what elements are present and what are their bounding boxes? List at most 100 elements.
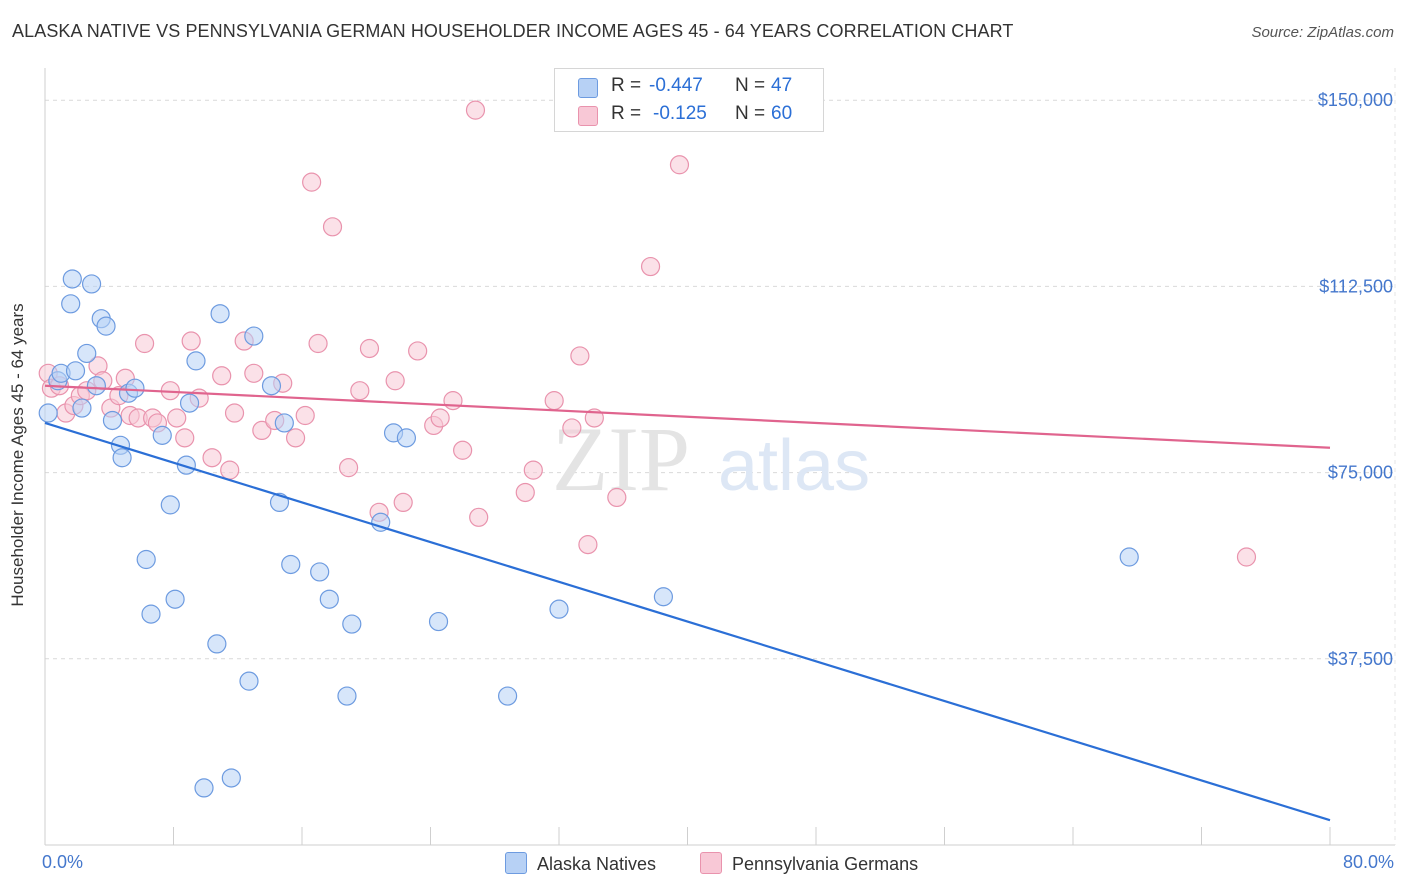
bottom-legend-swatch-pink: [700, 852, 722, 874]
data-point: [112, 448, 132, 468]
data-point: [72, 398, 92, 418]
legend-n-value: 60: [771, 103, 793, 124]
data-point: [65, 361, 86, 381]
data-point: [61, 294, 81, 314]
data-point: [165, 589, 185, 609]
y-tick-label: $150,000: [1318, 90, 1393, 110]
data-point: [295, 405, 315, 426]
data-point: [81, 274, 102, 294]
data-point: [220, 460, 240, 480]
data-point: [186, 351, 206, 371]
data-point: [350, 381, 370, 401]
data-point: [469, 507, 489, 527]
data-point: [224, 403, 245, 423]
data-point: [322, 217, 343, 237]
y-tick-label: $75,000: [1328, 463, 1393, 483]
data-point: [152, 425, 172, 445]
source-label: Source: ZipAtlas.com: [1251, 24, 1394, 41]
data-point: [210, 304, 230, 324]
data-point: [239, 671, 259, 691]
data-point: [86, 376, 107, 396]
legend-n-label: N =: [735, 75, 766, 96]
data-point: [396, 428, 417, 448]
trend-line-alaska-natives: [44, 421, 1331, 822]
legend-r-label: R =: [611, 103, 642, 124]
y-tick-label: $112,500: [1319, 276, 1393, 296]
correlation-legend: R = -0.447 N = 47 R = -0.125 N = 60: [554, 68, 824, 132]
legend-r-value: -0.447: [649, 75, 703, 96]
x-tick-max: 80.0%: [1342, 852, 1394, 872]
data-point: [669, 155, 690, 175]
data-point: [428, 611, 449, 632]
data-point: [96, 316, 116, 336]
data-point: [281, 554, 301, 575]
watermark-atlas: atlas: [718, 426, 870, 506]
data-point: [653, 587, 674, 607]
legend-swatch-pink: [578, 106, 598, 126]
x-tick-min: 0.0%: [42, 852, 84, 872]
data-point: [498, 686, 518, 706]
data-point: [1236, 547, 1257, 567]
data-point: [337, 686, 357, 706]
data-point: [359, 338, 380, 359]
data-point: [160, 495, 180, 515]
series-alaska-natives: [38, 269, 1139, 798]
data-point: [308, 333, 328, 354]
data-point: [274, 413, 294, 433]
data-point: [207, 634, 227, 654]
legend-n-value: 47: [771, 75, 793, 96]
data-point: [285, 428, 306, 448]
data-point: [523, 460, 543, 480]
legend-r-label: R =: [611, 75, 642, 96]
data-point: [176, 455, 196, 475]
axes: [44, 68, 1396, 846]
data-point: [302, 172, 322, 192]
legend-r-value: -0.125: [653, 103, 707, 124]
data-point: [443, 391, 463, 411]
data-point: [202, 448, 222, 468]
bottom-legend-pennsylvania-germans: Pennsylvania Germans: [700, 852, 918, 875]
data-point: [221, 768, 241, 788]
data-point: [549, 599, 569, 619]
data-point: [570, 346, 590, 366]
y-tick-label: $37,500: [1328, 649, 1393, 669]
data-point: [393, 492, 413, 512]
data-point: [640, 256, 661, 277]
data-point: [141, 604, 161, 624]
data-point: [136, 549, 156, 570]
data-point: [310, 562, 330, 582]
trend-line-pennsylvania-germans: [44, 384, 1331, 449]
data-point: [515, 482, 535, 503]
data-point: [175, 428, 195, 448]
data-point: [607, 487, 627, 508]
data-point: [261, 376, 282, 396]
trend-lines: [44, 384, 1331, 822]
data-point: [465, 100, 486, 120]
y-tick-labels: $37,500 $75,000 $112,500 $150,000: [1318, 90, 1393, 669]
data-point: [1119, 547, 1139, 567]
data-point: [244, 363, 264, 383]
data-point: [179, 393, 200, 413]
chart-title: ALASKA NATIVE VS PENNSYLVANIA GERMAN HOU…: [12, 21, 1014, 41]
data-point: [102, 410, 123, 431]
data-point: [62, 269, 82, 289]
data-point: [38, 403, 58, 423]
bottom-legend-label: Alaska Natives: [537, 854, 657, 874]
data-point: [544, 391, 564, 411]
data-point: [252, 420, 272, 441]
bottom-legend-alaska-natives: Alaska Natives: [505, 852, 656, 875]
data-point: [430, 408, 450, 428]
legend-n-label: N =: [735, 103, 766, 124]
data-point: [338, 458, 359, 478]
legend-swatch-blue: [578, 78, 598, 98]
data-point: [212, 366, 232, 386]
data-point: [578, 535, 598, 555]
data-point: [134, 333, 155, 354]
data-point: [125, 378, 145, 398]
data-point: [385, 371, 405, 391]
data-point: [562, 418, 582, 438]
data-point: [167, 408, 187, 428]
data-point: [181, 331, 201, 351]
data-point: [408, 341, 428, 361]
